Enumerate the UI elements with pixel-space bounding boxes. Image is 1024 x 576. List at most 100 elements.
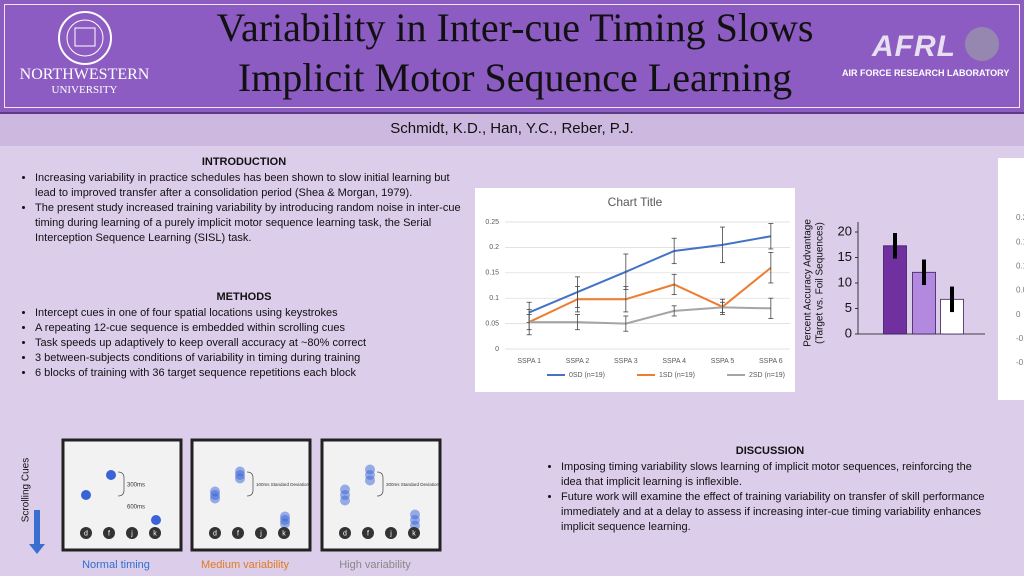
x-tick-label: SSPA 5 [711, 358, 735, 365]
arrow-shaft [34, 510, 40, 546]
key-label: d [343, 530, 347, 537]
error-bar [623, 315, 629, 332]
error-bar [720, 301, 725, 313]
cue-dot [106, 470, 116, 480]
key [80, 527, 92, 539]
bar-chart: Percent Accuracy Advantage (Target vs. F… [803, 219, 985, 347]
y-tick-label: 0.2 [1016, 213, 1024, 222]
y-tick-label: 0.1 [1016, 261, 1024, 270]
x-tick-label: SSPA 4 [662, 358, 686, 365]
x-tick-label: SSPA 1 [517, 358, 541, 365]
key [126, 527, 138, 539]
cue-dot [151, 515, 161, 525]
series-line [528, 235, 772, 314]
introduction: INTRODUCTION Increasing variability in p… [20, 155, 468, 246]
cue-dot [340, 495, 350, 506]
y-axis-label: Percent Accuracy Advantage [803, 219, 814, 347]
bullet: Increasing variability in practice sched… [35, 171, 468, 201]
panel-caption: Normal timing [82, 559, 150, 571]
bar [883, 245, 907, 335]
error-bar [623, 286, 629, 313]
logo-left-sub: UNIVERSITY [51, 84, 118, 96]
seal [58, 11, 112, 65]
y-tick-label: -0.05 [1016, 334, 1024, 343]
key-label: j [389, 530, 392, 537]
key [209, 527, 221, 539]
section-heading: METHODS [216, 291, 272, 303]
cue-dot [365, 475, 375, 486]
panel-caption: Medium variability [201, 559, 290, 571]
arrow-head [29, 544, 45, 554]
logo-right: AFRL [872, 30, 956, 63]
bullet: Task speeds up adaptively to keep overal… [35, 336, 468, 351]
x-tick-label: SSPA 3 [614, 358, 638, 365]
chart-title: Chart Title [608, 195, 663, 209]
y-tick-label: -0.1 [1016, 358, 1024, 367]
key-label: d [213, 530, 217, 537]
key-label: k [153, 530, 157, 537]
bullet: 6 blocks of training with 36 target sequ… [35, 366, 468, 381]
legend-label: 0SD (n=19) [569, 372, 605, 379]
x-tick-label: SSPA 2 [566, 358, 590, 365]
y-tick-label: 10 [838, 274, 852, 289]
series-line [528, 266, 772, 323]
bullet: Intercept cues in one of four spatial lo… [35, 306, 468, 321]
y-tick-label: 0.05 [1016, 286, 1024, 295]
error-bar [671, 273, 677, 296]
key-label: d [84, 530, 88, 537]
y-tick-label: 15 [838, 249, 852, 264]
key [408, 527, 420, 539]
bullet: Imposing timing variability slows learni… [561, 460, 994, 490]
annotation: 300ms Standard Deviation [386, 482, 440, 487]
error-bar [768, 297, 774, 319]
error-bar [575, 286, 580, 313]
error-bar [671, 237, 677, 265]
key-label: k [412, 530, 416, 537]
header-frame [4, 4, 1020, 108]
globe [965, 27, 999, 61]
bracket [117, 471, 125, 497]
key [255, 527, 267, 539]
annotation: 300ms [127, 483, 145, 489]
bracket [376, 471, 384, 497]
cue-dot [235, 473, 245, 484]
error-bar [526, 314, 532, 331]
cue-dot [210, 493, 220, 504]
key-label: j [259, 530, 262, 537]
bullet: The present study increased training var… [35, 201, 468, 246]
key [103, 527, 115, 539]
cue-dot [81, 490, 91, 500]
y-tick-label: 5 [845, 300, 852, 315]
authors-band [0, 114, 1024, 146]
title-line: Variability in Inter-cue Timing Slows [216, 5, 814, 50]
bracket [246, 471, 254, 497]
logo-right-sub: AIR FORCE RESEARCH LABORATORY [842, 68, 1010, 78]
y-tick-label: 0.25 [485, 219, 499, 226]
side-label: Scrolling Cues [21, 458, 32, 522]
key [339, 527, 351, 539]
discussion: DISCUSSION Imposing timing variability s… [546, 444, 994, 535]
y-tick-label: 0.1 [489, 295, 499, 302]
panel-caption: High variability [339, 559, 411, 571]
y-tick-label: 0 [495, 346, 499, 353]
key [149, 527, 161, 539]
logo-left: NORTHWESTERN [19, 66, 150, 83]
annotation: 600ms [127, 505, 145, 511]
section-heading: DISCUSSION [735, 445, 805, 457]
title-line: Implicit Motor Sequence Learning [237, 55, 793, 100]
error-bar [720, 226, 725, 264]
y-tick-label: 0.05 [485, 320, 499, 327]
y-tick-label: 0 [845, 325, 852, 340]
diagram: Scrolling Cues 300ms 600ms d f j k Normal timi… [21, 438, 442, 571]
y-tick-label: 0.15 [1016, 237, 1024, 246]
key-label: f [108, 530, 110, 537]
y-tick-label: 0.15 [485, 270, 499, 277]
bullet: 3 between-subjects conditions of variabi… [35, 351, 468, 366]
y-axis-label: (Target vs. Foil Sequences) [815, 222, 826, 344]
cut-chart: 0.2 0.15 0.1 0.05 0 -0.05 -0.1 [998, 158, 1024, 400]
authors: Schmidt, K.D., Han, Y.C., Reber, P.J. [390, 120, 634, 137]
error-bar [768, 252, 774, 284]
key-label: f [237, 530, 239, 537]
bullet: Future work will examine the effect of t… [561, 490, 994, 535]
y-tick-label: 0.2 [489, 244, 499, 251]
